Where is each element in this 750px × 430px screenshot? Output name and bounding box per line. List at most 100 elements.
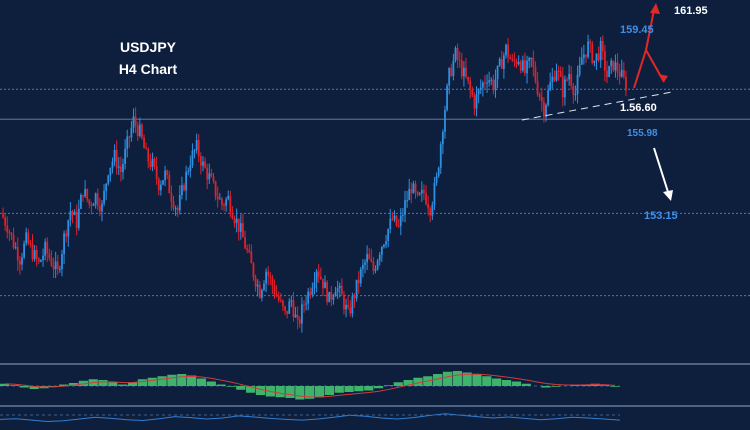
oscillator-bar: [305, 386, 315, 399]
candle-body: [10, 232, 13, 235]
candle-body: [105, 183, 108, 191]
candle-body: [174, 207, 177, 209]
candle-body: [395, 215, 398, 226]
candle-body: [538, 94, 541, 98]
candle-body: [418, 193, 421, 195]
candle-body: [542, 101, 545, 117]
red-arrowhead-down: [658, 74, 668, 82]
candle-body: [604, 51, 606, 71]
oscillator-bar: [137, 379, 148, 386]
candle-body: [269, 275, 272, 278]
price-candles: [2, 34, 627, 333]
candle-body: [63, 233, 65, 254]
candle-body: [338, 285, 341, 289]
candle-body: [37, 258, 40, 262]
candle-body: [67, 220, 70, 237]
candle-body: [370, 259, 373, 262]
candle-body: [25, 232, 28, 244]
candle-body: [376, 260, 379, 270]
candle-body: [193, 150, 196, 152]
candle-body: [599, 40, 602, 61]
candle-body: [134, 116, 137, 126]
candle-body: [69, 211, 72, 221]
candle-body: [511, 59, 514, 61]
candle-body: [566, 79, 568, 81]
level-label: 161.95: [674, 5, 708, 17]
candle-body: [340, 285, 343, 295]
candle-body: [115, 149, 118, 168]
support-trendline: [521, 91, 673, 121]
white-projection-down: [653, 147, 669, 193]
candle-body: [101, 203, 103, 212]
candle-body: [463, 67, 465, 77]
candle-body: [202, 161, 204, 166]
oscillator-bar: [118, 384, 128, 386]
candle-body: [40, 260, 42, 262]
candle-body: [374, 269, 377, 271]
candle-body: [242, 223, 244, 238]
candle-body: [561, 76, 564, 98]
candle-body: [90, 204, 93, 206]
candle-body: [429, 208, 432, 216]
candle-body: [12, 234, 15, 248]
candle-body: [488, 80, 491, 83]
oscillator-bar: [570, 385, 581, 386]
candle-body: [557, 70, 560, 72]
candle-body: [614, 62, 617, 71]
candle-body: [322, 278, 324, 289]
rsi-panel: [0, 413, 621, 423]
candle-body: [437, 167, 440, 177]
candle-body: [2, 213, 4, 218]
candle-body: [138, 124, 141, 137]
candle-body: [124, 148, 127, 164]
candle-body: [23, 243, 25, 258]
candle-body: [465, 67, 467, 77]
candle-body: [141, 124, 143, 138]
candle-body: [58, 269, 61, 271]
candle-body: [433, 182, 436, 205]
oscillator-bar: [383, 385, 394, 386]
candle-body: [357, 279, 360, 284]
candle-body: [496, 65, 499, 80]
candle-body: [244, 237, 246, 249]
candle-body: [199, 156, 202, 166]
candle-body: [307, 291, 310, 304]
candle-body: [372, 261, 375, 271]
candle-body: [423, 189, 425, 193]
candle-body: [221, 198, 223, 206]
oscillator-bar: [68, 383, 79, 386]
candle-body: [277, 295, 280, 301]
candle-body: [513, 59, 516, 62]
candle-body: [6, 225, 9, 233]
candle-body: [309, 291, 312, 295]
candle-body: [229, 195, 232, 213]
oscillator-bar: [551, 386, 561, 387]
oscillator-bar: [216, 384, 226, 386]
candle-body: [298, 319, 301, 324]
candle-body: [136, 125, 139, 137]
candle-body: [524, 60, 526, 74]
candle-body: [410, 189, 413, 194]
candle-body: [412, 183, 415, 194]
candle-body: [618, 72, 621, 77]
candle-body: [509, 57, 512, 60]
oscillator-bar: [314, 386, 325, 398]
candle-body: [260, 290, 263, 298]
candle-body: [580, 57, 583, 65]
candle-body: [330, 291, 333, 300]
oscillator-bar: [393, 382, 403, 386]
candle-body: [75, 211, 78, 229]
candle-body: [610, 60, 613, 67]
candle-body: [471, 89, 474, 96]
candle-body: [279, 300, 282, 302]
candle-body: [143, 137, 145, 149]
candle-body: [178, 195, 181, 211]
oscillator-bar: [501, 380, 512, 386]
candle-body: [187, 171, 190, 173]
candle-body: [119, 166, 122, 173]
candle-body: [458, 59, 461, 61]
candle-body: [27, 232, 30, 244]
candle-body: [246, 248, 249, 251]
candle-body: [98, 205, 101, 212]
